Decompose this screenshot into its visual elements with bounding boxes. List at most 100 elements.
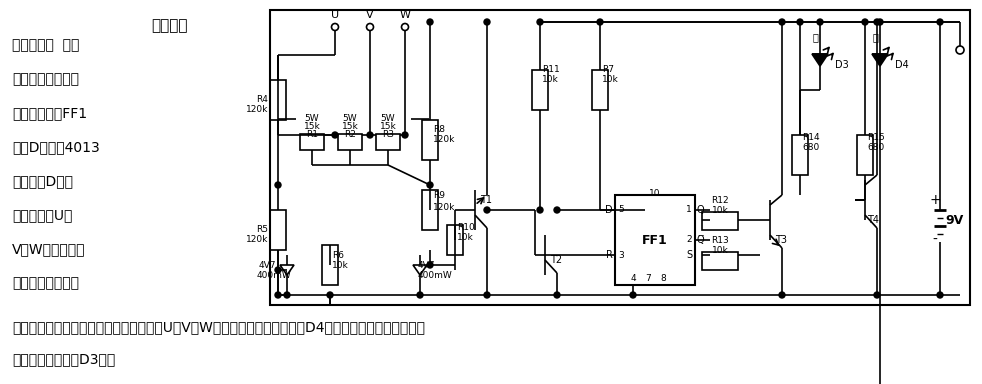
Circle shape	[284, 292, 290, 298]
Circle shape	[874, 19, 880, 25]
Bar	[532, 70, 548, 110]
Text: 15k: 15k	[342, 122, 358, 131]
Text: U: U	[331, 10, 339, 20]
Text: 120k: 120k	[433, 136, 456, 144]
Text: 2: 2	[686, 235, 692, 245]
Text: R: R	[606, 250, 613, 260]
Bar	[615, 195, 695, 285]
Text: 列，则红色发光管D3亮。: 列，则红色发光管D3亮。	[12, 352, 115, 366]
Text: R15: R15	[867, 134, 885, 142]
Text: 的相位关系。FF1: 的相位关系。FF1	[12, 106, 87, 120]
Text: 是双D触发器4013: 是双D触发器4013	[12, 140, 100, 154]
Polygon shape	[872, 54, 888, 66]
Circle shape	[937, 292, 943, 298]
Circle shape	[630, 292, 636, 298]
Text: 4V7: 4V7	[259, 260, 277, 270]
Bar	[447, 225, 463, 255]
Circle shape	[779, 292, 785, 298]
Text: 中的一个D触发: 中的一个D触发	[12, 174, 73, 188]
Text: 7: 7	[645, 274, 651, 283]
Text: W: W	[400, 10, 410, 20]
Circle shape	[275, 292, 281, 298]
Text: 4V7: 4V7	[418, 260, 435, 270]
Bar	[422, 190, 438, 230]
Text: R1: R1	[306, 130, 318, 139]
Bar	[857, 135, 873, 175]
Text: 680: 680	[802, 144, 819, 152]
Text: 相序指示器  本电: 相序指示器 本电	[12, 38, 80, 52]
Text: Q: Q	[697, 205, 705, 215]
Bar	[338, 134, 362, 150]
Text: D3: D3	[835, 60, 848, 70]
Circle shape	[862, 19, 868, 25]
Circle shape	[427, 262, 433, 268]
Text: 10k: 10k	[602, 76, 619, 84]
Text: 5: 5	[618, 205, 624, 215]
Text: V: V	[366, 10, 374, 20]
Text: D: D	[605, 205, 613, 215]
Circle shape	[597, 19, 603, 25]
Text: 10: 10	[649, 189, 661, 198]
Circle shape	[817, 19, 823, 25]
Text: R13: R13	[711, 236, 729, 245]
Bar	[792, 135, 808, 175]
Bar	[592, 70, 608, 110]
Text: T3: T3	[775, 235, 787, 245]
Text: 9V: 9V	[945, 214, 963, 227]
Text: R4: R4	[256, 96, 268, 104]
Text: 15k: 15k	[380, 122, 397, 131]
Circle shape	[874, 292, 880, 298]
Bar	[422, 120, 438, 160]
Circle shape	[332, 132, 338, 138]
Text: 400mW: 400mW	[418, 270, 453, 280]
Circle shape	[275, 267, 281, 273]
Text: R7: R7	[602, 66, 614, 74]
Text: 4: 4	[630, 274, 635, 283]
Bar	[702, 252, 738, 270]
Text: R5: R5	[256, 225, 268, 235]
Text: 5W: 5W	[304, 114, 319, 123]
Text: D4: D4	[895, 60, 908, 70]
Bar	[270, 10, 970, 305]
Circle shape	[427, 19, 433, 25]
Text: R3: R3	[382, 130, 394, 139]
Text: 15k: 15k	[303, 122, 320, 131]
Circle shape	[937, 19, 943, 25]
Text: 1: 1	[686, 205, 692, 215]
Circle shape	[877, 19, 883, 25]
Text: Q̅: Q̅	[697, 235, 705, 245]
Circle shape	[797, 19, 803, 25]
Text: R10: R10	[457, 223, 474, 232]
Circle shape	[327, 292, 333, 298]
Text: 3: 3	[618, 250, 624, 260]
Text: 器。电路的U、: 器。电路的U、	[12, 208, 73, 222]
Text: T4: T4	[867, 215, 879, 225]
Circle shape	[554, 207, 560, 213]
Circle shape	[537, 207, 543, 213]
Text: +: +	[929, 193, 941, 207]
Circle shape	[484, 292, 490, 298]
Bar	[322, 245, 338, 285]
Text: 10k: 10k	[457, 233, 473, 243]
Text: FF1: FF1	[642, 233, 668, 247]
Text: 三相电源: 三相电源	[152, 18, 189, 33]
Text: R2: R2	[344, 130, 355, 139]
Circle shape	[537, 19, 543, 25]
Text: 红: 红	[812, 32, 818, 42]
Text: T2: T2	[550, 255, 562, 265]
Text: 120k: 120k	[246, 106, 268, 114]
Text: 8: 8	[660, 274, 666, 283]
Text: R14: R14	[802, 134, 820, 142]
Bar	[270, 80, 286, 120]
Circle shape	[779, 19, 785, 25]
Text: 5W: 5W	[343, 114, 357, 123]
Circle shape	[554, 292, 560, 298]
Text: 10k: 10k	[542, 76, 559, 84]
Bar	[702, 212, 738, 230]
Circle shape	[402, 132, 408, 138]
Text: -: -	[933, 233, 938, 247]
Text: 10k: 10k	[712, 246, 729, 255]
Circle shape	[484, 207, 490, 213]
Circle shape	[275, 182, 281, 188]
Text: S: S	[686, 250, 693, 260]
